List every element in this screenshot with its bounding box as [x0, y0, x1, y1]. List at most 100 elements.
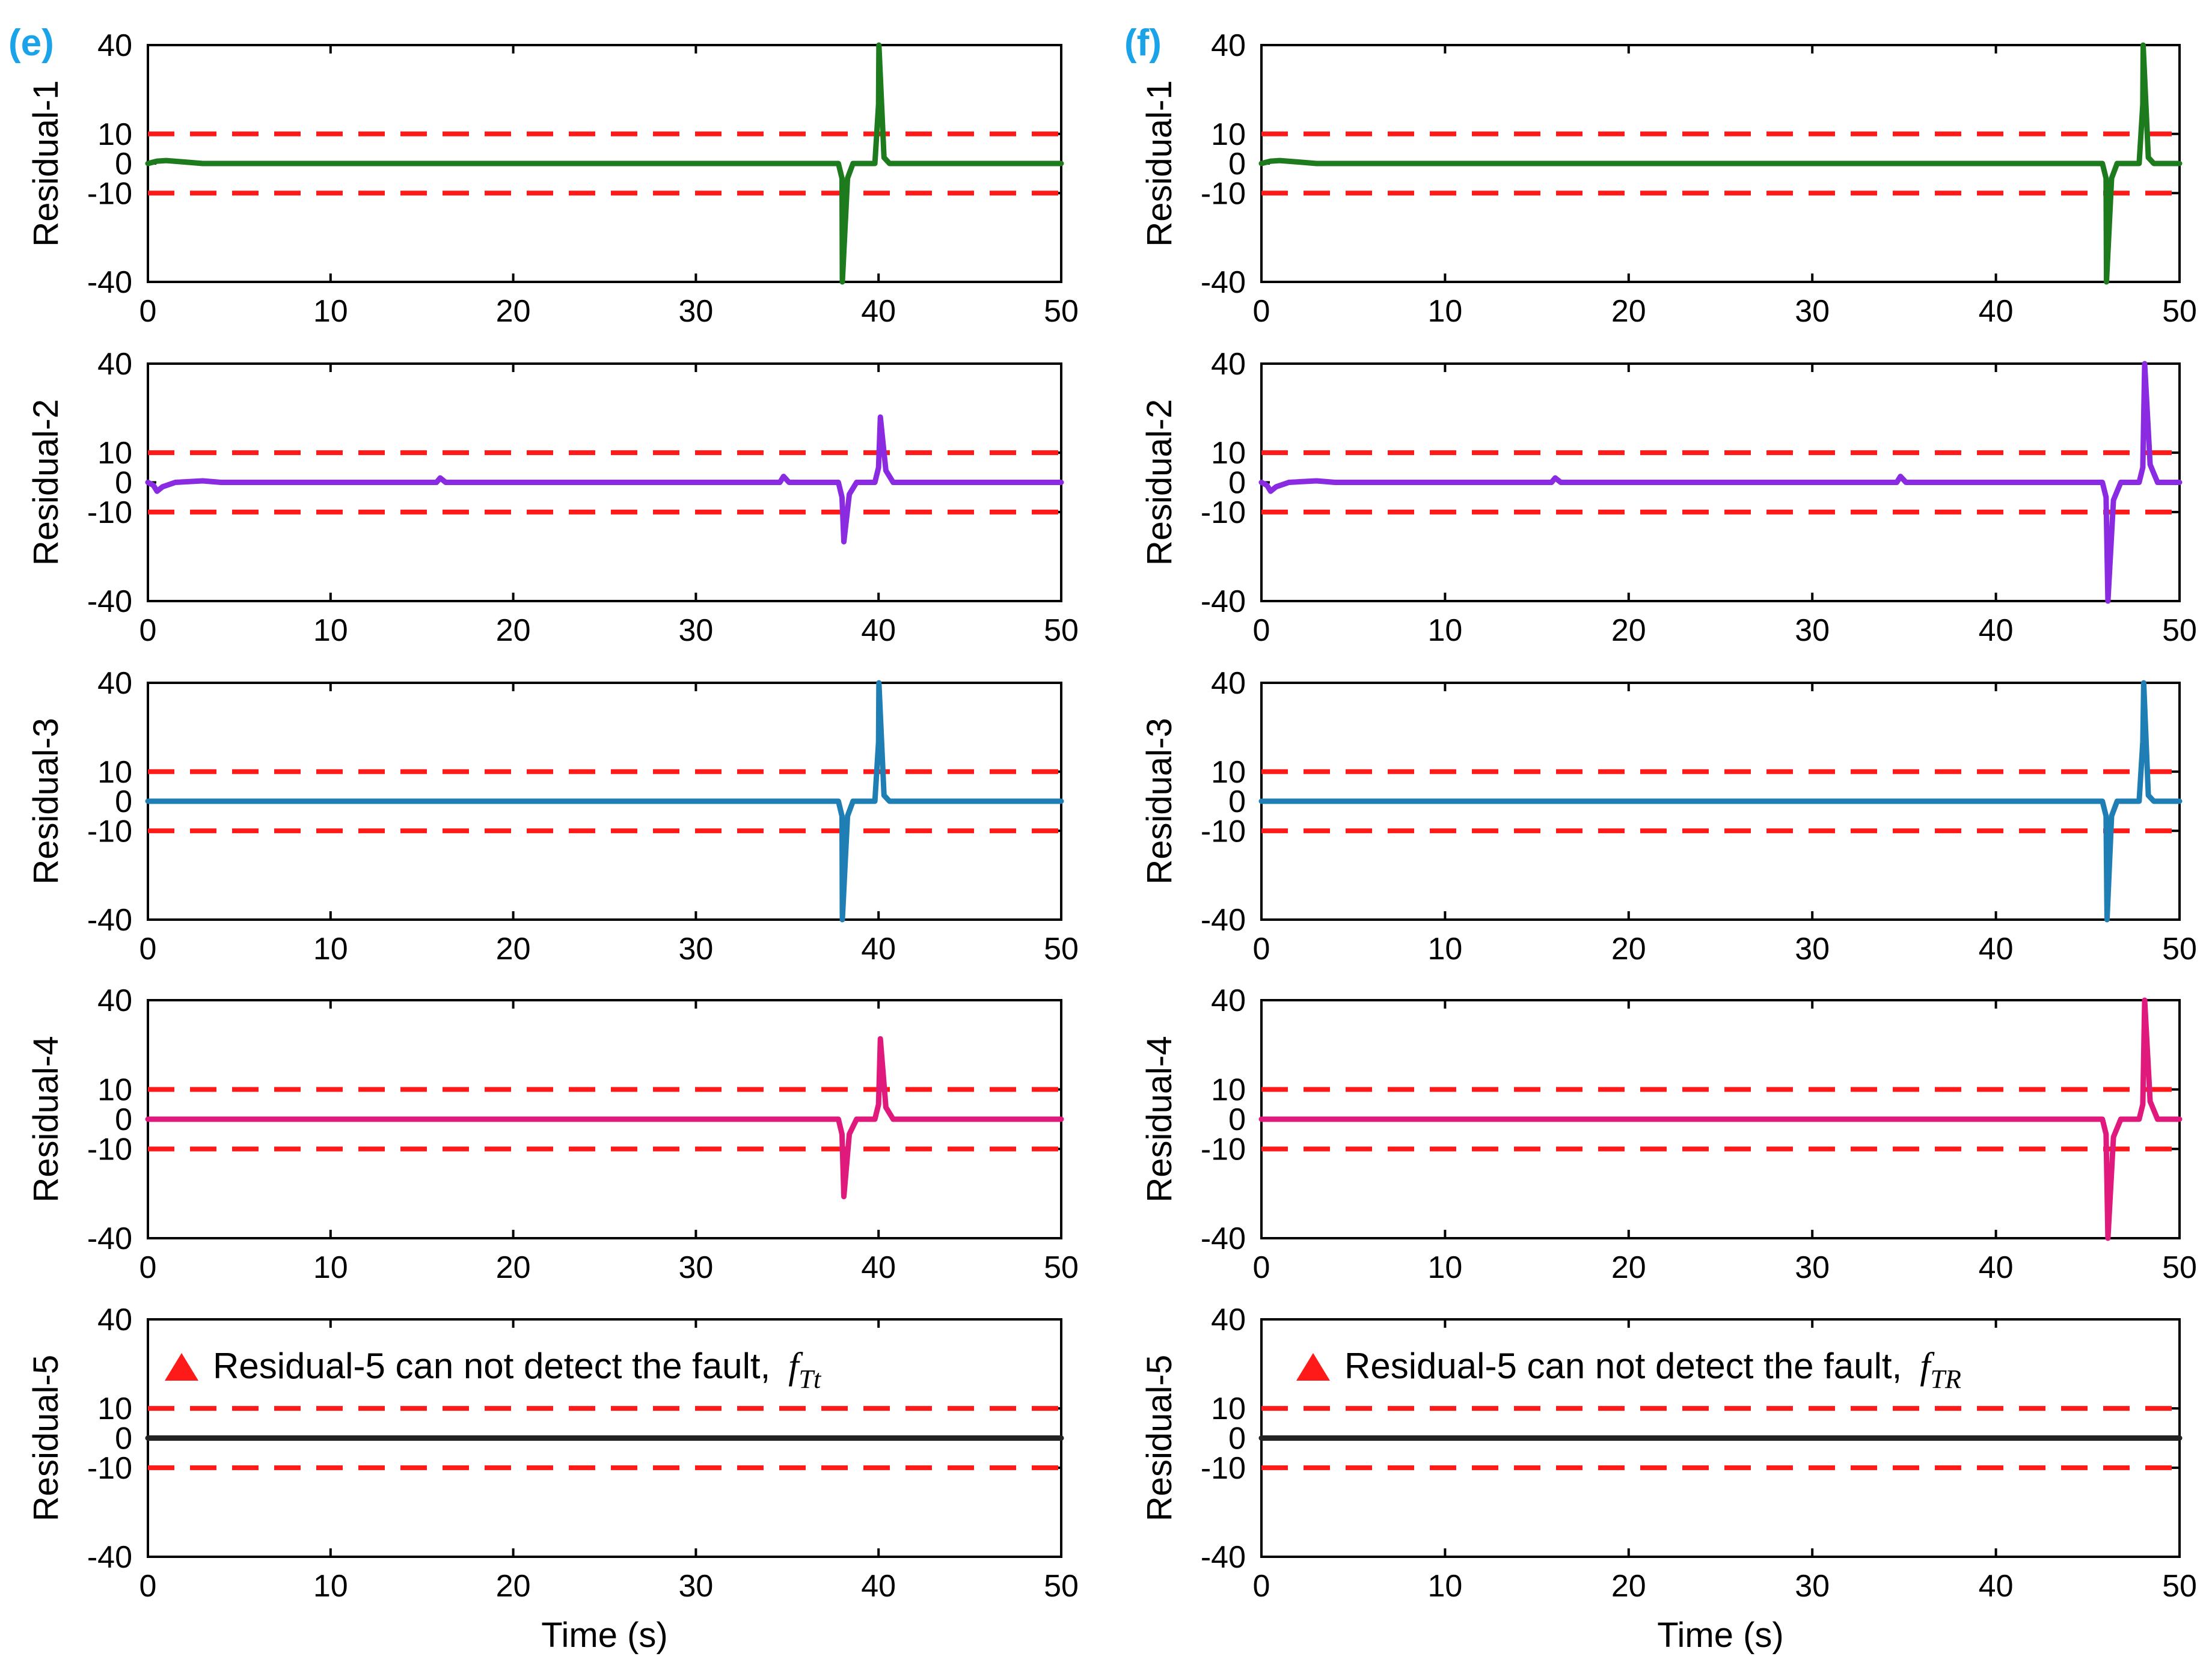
x-tick-label: 20 [1611, 1250, 1646, 1285]
x-tick-label: 0 [1253, 613, 1270, 648]
y-tick-label: 10 [97, 117, 132, 152]
y-tick-label: 40 [1211, 347, 1246, 382]
x-tick-label: 0 [1253, 1250, 1270, 1285]
y-tick-label: 40 [97, 983, 132, 1018]
y-axis-label: Residual-4 [26, 1036, 66, 1202]
y-axis-label: Residual-2 [1140, 399, 1179, 566]
y-tick-label: 0 [115, 784, 132, 819]
x-tick-label: 30 [1795, 613, 1830, 648]
x-tick-label: 10 [1427, 932, 1462, 967]
x-tick-label: 20 [496, 1250, 531, 1285]
y-tick-label: 10 [97, 436, 132, 471]
x-tick-label: 10 [313, 613, 348, 648]
y-tick-label: 0 [115, 1422, 132, 1456]
series-line [1258, 997, 2183, 1241]
y-tick-label: 10 [1211, 1073, 1246, 1108]
x-tick-label: 30 [678, 1569, 713, 1604]
x-tick-label: 50 [2162, 932, 2197, 967]
y-tick-label: 40 [1211, 666, 1246, 701]
x-tick-label: 50 [2162, 1569, 2197, 1604]
x-tick-label: 10 [1427, 294, 1462, 329]
x-tick-label: 50 [2162, 1250, 2197, 1285]
x-tick-label: 10 [1427, 1250, 1462, 1285]
x-tick-label: 50 [1044, 932, 1079, 967]
y-tick-label: -40 [1201, 584, 1246, 619]
x-tick-label: 0 [139, 613, 157, 648]
x-tick-label: 30 [1795, 1569, 1830, 1604]
x-tick-label: 20 [1611, 932, 1646, 967]
x-tick-label: 50 [1044, 613, 1079, 648]
series-line [145, 1036, 1064, 1200]
x-tick-label: 40 [1979, 1569, 2014, 1604]
x-tick-label: 50 [2162, 613, 2197, 648]
y-tick-label: -40 [87, 903, 132, 938]
x-tick-label: 10 [313, 294, 348, 329]
y-tick-label: -10 [87, 495, 132, 530]
x-tick-label: 30 [1795, 294, 1830, 329]
y-tick-label: -10 [87, 176, 132, 211]
x-tick-label: 40 [861, 932, 896, 967]
series-line [145, 42, 1064, 285]
x-tick-label: 50 [1044, 1569, 1079, 1604]
y-tick-label: 10 [97, 755, 132, 790]
x-tick-label: 30 [678, 1250, 713, 1285]
y-tick-label: 0 [115, 1102, 132, 1137]
y-tick-label: 40 [97, 347, 132, 382]
x-tick-label: 10 [313, 1569, 348, 1604]
y-axis-label: Residual-2 [26, 399, 66, 566]
y-tick-label: 40 [1211, 1303, 1246, 1337]
series-line [145, 414, 1064, 545]
y-tick-label: 40 [97, 28, 132, 63]
y-tick-label: -10 [1201, 495, 1246, 530]
series-line [1258, 42, 2183, 285]
y-tick-label: 10 [1211, 436, 1246, 471]
y-tick-label: 40 [97, 1303, 132, 1337]
y-tick-label: 10 [1211, 1391, 1246, 1426]
y-tick-label: -10 [1201, 814, 1246, 849]
annotation-text: Residual-5 can not detect the fault, [213, 1346, 770, 1386]
x-tick-label: 40 [1979, 613, 2014, 648]
y-axis-label: Residual-4 [1140, 1036, 1179, 1202]
x-tick-label: 0 [1253, 1569, 1270, 1604]
x-tick-label: 40 [1979, 932, 2014, 967]
x-tick-label: 50 [1044, 1250, 1079, 1285]
x-axis-label: Time (s) [1657, 1616, 1783, 1655]
x-tick-label: 40 [1979, 294, 2014, 329]
y-tick-label: -40 [87, 584, 132, 619]
x-tick-label: 0 [1253, 932, 1270, 967]
x-tick-label: 0 [139, 1569, 157, 1604]
y-axis-label: Residual-5 [26, 1355, 66, 1521]
x-tick-label: 0 [139, 1250, 157, 1285]
y-tick-label: -10 [1201, 176, 1246, 211]
y-tick-label: -40 [87, 265, 132, 300]
annotation-text: Residual-5 can not detect the fault, [1344, 1346, 1902, 1386]
x-tick-label: 20 [496, 613, 531, 648]
y-tick-label: 0 [1228, 784, 1246, 819]
y-tick-label: 0 [115, 147, 132, 182]
y-axis-label: Residual-3 [1140, 718, 1179, 884]
y-tick-label: -40 [1201, 903, 1246, 938]
x-tick-label: 40 [861, 613, 896, 648]
y-tick-label: 0 [1228, 1422, 1246, 1456]
x-tick-label: 0 [139, 294, 157, 329]
x-tick-label: 10 [313, 1250, 348, 1285]
x-tick-label: 20 [1611, 1569, 1646, 1604]
x-tick-label: 30 [678, 932, 713, 967]
y-tick-label: -40 [1201, 265, 1246, 300]
series-line [1258, 361, 2183, 604]
warning-triangle-icon [165, 1353, 198, 1381]
x-tick-label: 30 [1795, 932, 1830, 967]
panel-label-f: (f) [1124, 22, 1162, 64]
x-tick-label: 40 [1979, 1250, 2014, 1285]
x-tick-label: 20 [1611, 294, 1646, 329]
